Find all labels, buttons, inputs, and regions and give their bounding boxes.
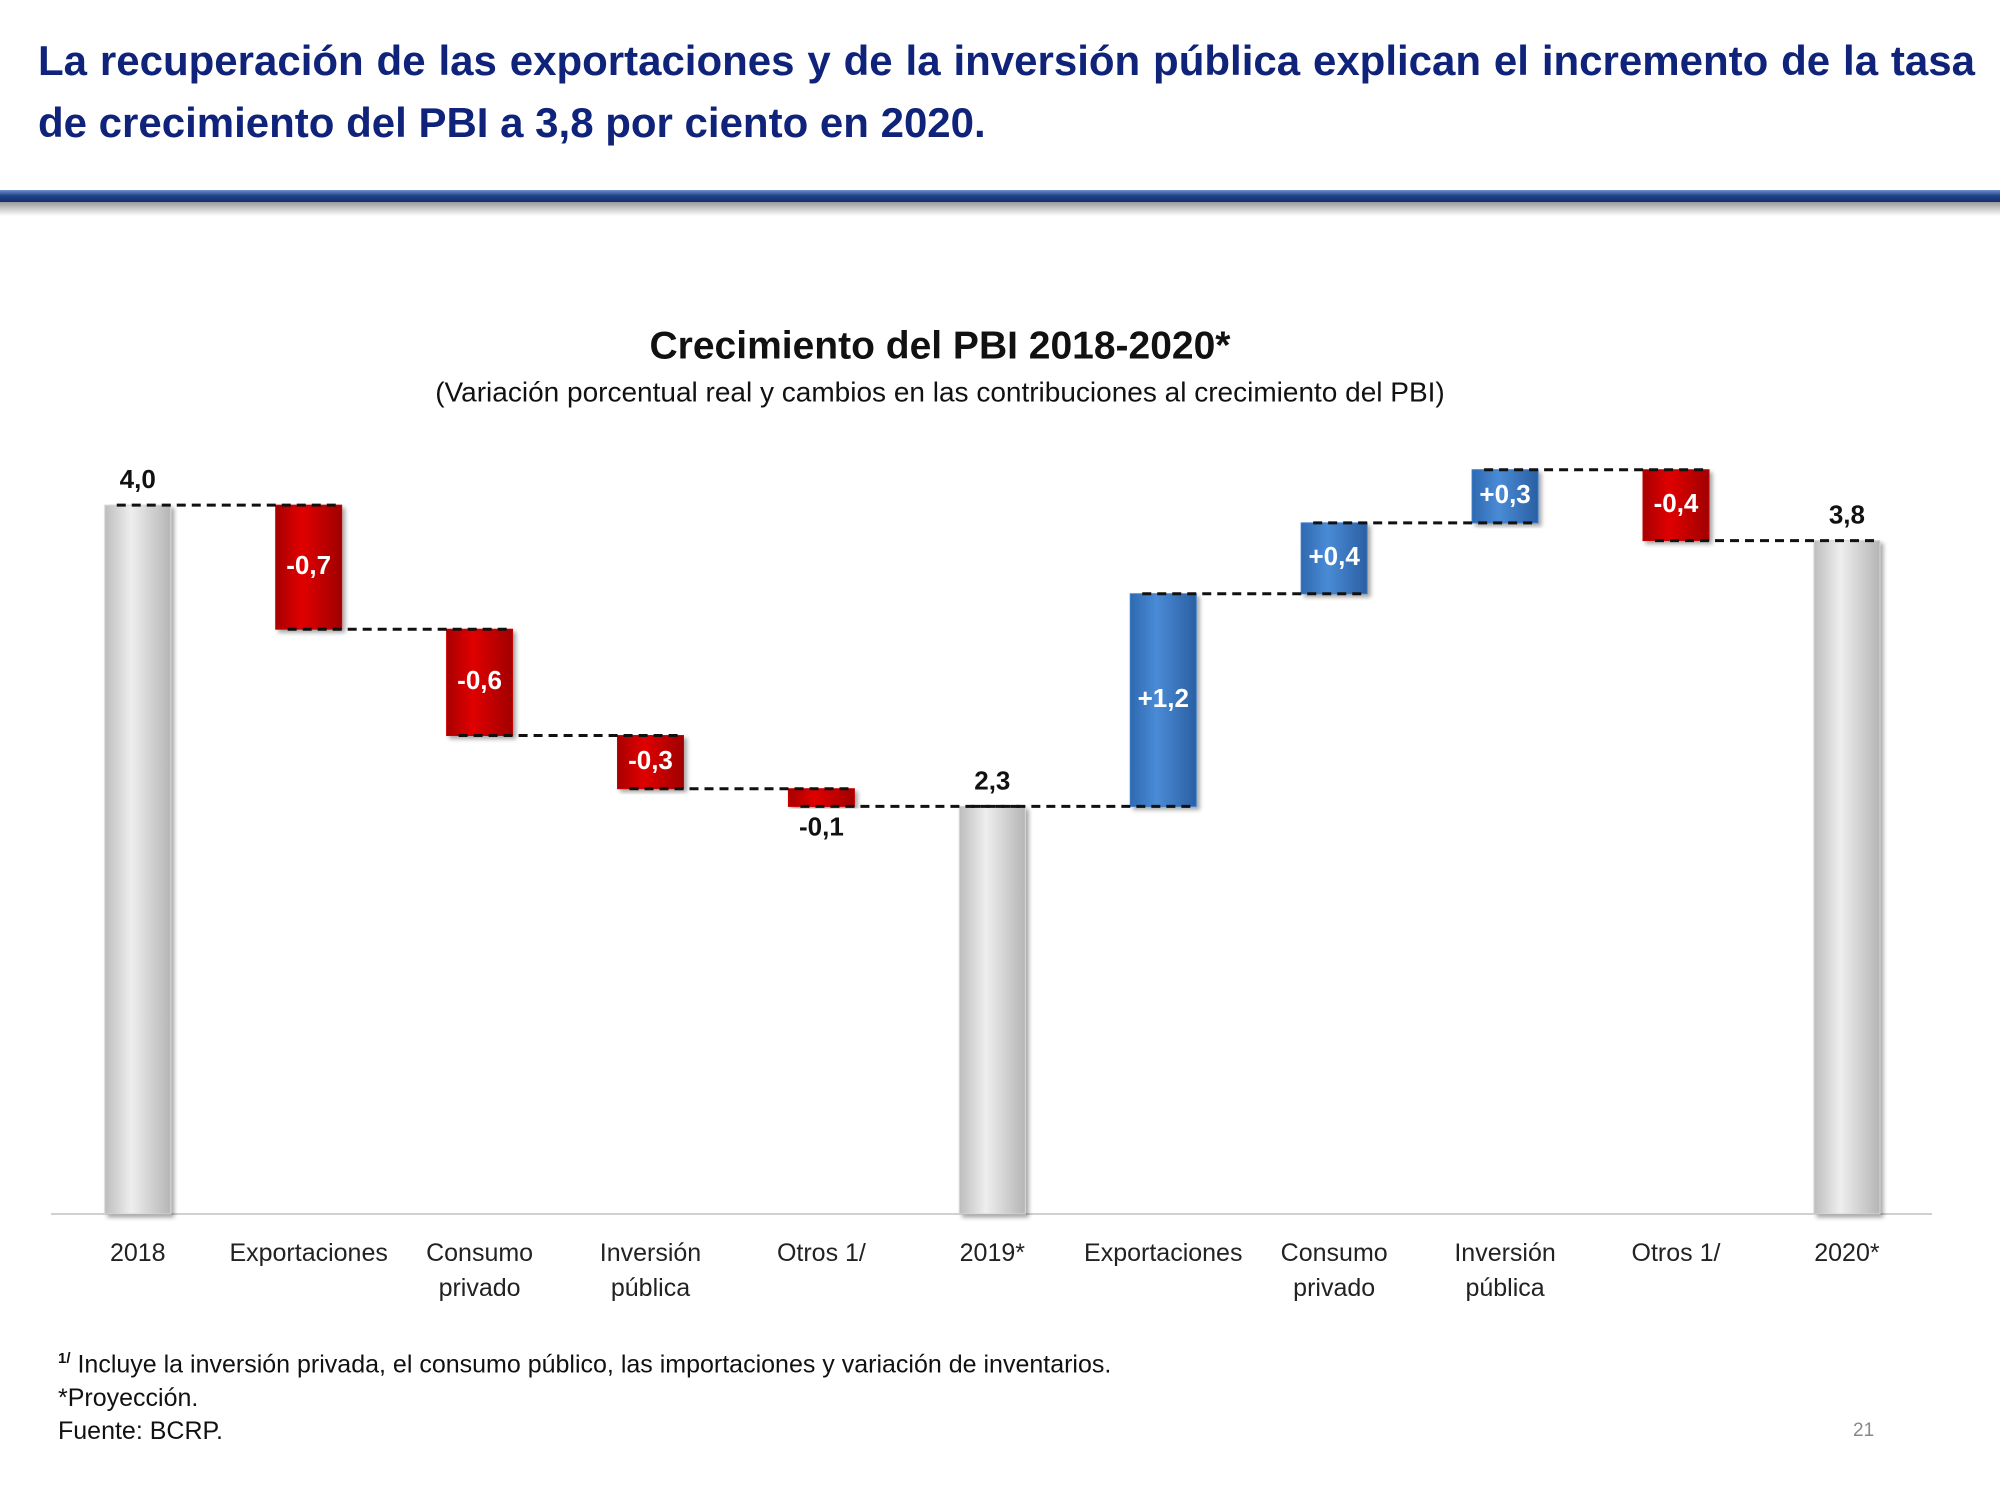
data-label: +0,4 xyxy=(1309,541,1361,571)
data-label: -0,4 xyxy=(1654,488,1699,518)
bar xyxy=(1129,593,1197,807)
x-tick-label: Exportaciones xyxy=(229,1239,388,1267)
data-label: +1,2 xyxy=(1138,683,1189,713)
x-tick-label: Otros 1/ xyxy=(776,1239,866,1267)
footnote-text: Incluye la inversión privada, el consumo… xyxy=(77,1350,1112,1379)
bar xyxy=(104,504,172,1215)
bar xyxy=(1471,469,1539,524)
footnote-marker: 1/ xyxy=(58,1350,71,1367)
x-tick-label: Exportaciones xyxy=(1084,1239,1243,1267)
header-shadow xyxy=(0,202,2000,216)
chart-title: Crecimiento del PBI 2018-2020* xyxy=(650,324,1232,367)
bar xyxy=(1813,540,1881,1215)
data-label: 2,3 xyxy=(974,765,1010,795)
footnote: *Proyección. xyxy=(58,1384,199,1412)
x-tick-label: Inversión pública xyxy=(599,1239,702,1302)
header-rule xyxy=(0,190,2000,202)
bar xyxy=(617,735,685,790)
slide-title: La recuperación de las exportaciones y d… xyxy=(38,37,1975,146)
data-label: -0,7 xyxy=(286,550,331,580)
x-tick-label: Consumo privado xyxy=(1280,1239,1388,1302)
data-label: -0,3 xyxy=(628,745,673,775)
bar xyxy=(787,788,855,807)
x-tick-label: 2018 xyxy=(109,1239,166,1267)
bar xyxy=(958,805,1026,1215)
data-label: +0,3 xyxy=(1479,479,1530,509)
chart-subtitle: (Variación porcentual real y cambios en … xyxy=(435,376,1445,407)
x-tick-label: Otros 1/ xyxy=(1631,1239,1721,1267)
data-label: -0,6 xyxy=(457,665,502,695)
x-tick-label: Inversión pública xyxy=(1454,1239,1556,1302)
bar xyxy=(446,628,514,737)
bar xyxy=(275,504,343,630)
x-tick-label: Consumo privado xyxy=(426,1239,534,1302)
x-tick-label: 2020* xyxy=(1814,1239,1880,1267)
data-label: 3,8 xyxy=(1829,499,1865,529)
data-label: 4,0 xyxy=(120,464,156,494)
data-label: -0,1 xyxy=(799,811,844,841)
x-tick-label: 2019* xyxy=(959,1239,1025,1267)
page-number: 21 xyxy=(1853,1420,1875,1441)
bar xyxy=(1642,469,1710,542)
source: Fuente: BCRP. xyxy=(58,1417,223,1445)
bar xyxy=(1300,522,1368,595)
footnote: 1/ Incluye la inversión privada, el cons… xyxy=(58,1350,1111,1379)
